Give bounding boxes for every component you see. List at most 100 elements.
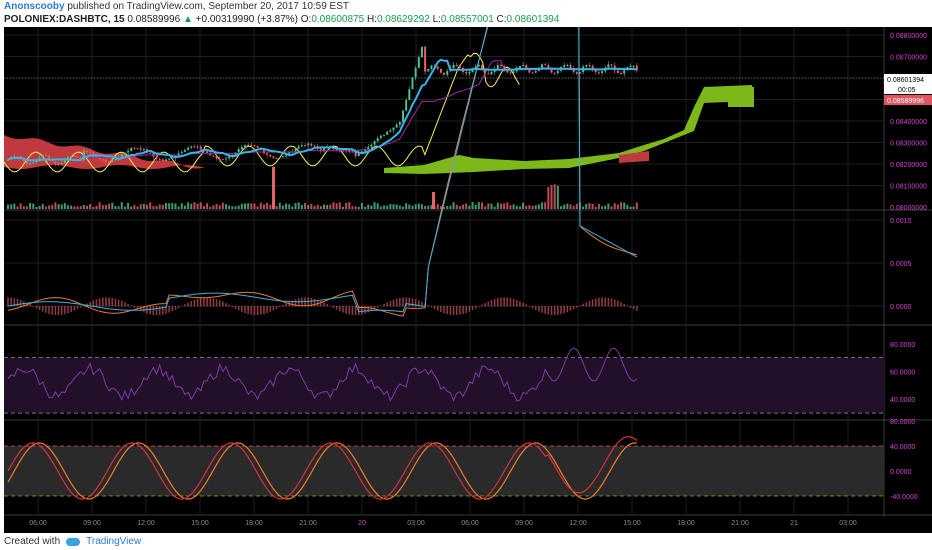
volume-bar xyxy=(629,206,632,209)
macd-histogram-bar xyxy=(493,298,496,307)
volume-bar xyxy=(635,202,638,209)
volume-bar xyxy=(335,203,338,209)
volume-bar xyxy=(174,203,177,209)
candle-body xyxy=(632,65,635,67)
volume-bar xyxy=(560,206,562,209)
volume-bar xyxy=(323,204,325,209)
candle-body xyxy=(98,157,101,160)
volume-bar xyxy=(294,203,297,209)
candle-body xyxy=(585,65,588,67)
author-link[interactable]: Anonscooby xyxy=(4,1,65,12)
candle-body xyxy=(569,64,572,70)
candle-body xyxy=(481,64,483,70)
ichimoku-cloud-red xyxy=(4,135,206,169)
macd-histogram-bar xyxy=(512,298,515,307)
candle-body xyxy=(158,158,161,160)
macd-histogram-bar xyxy=(579,305,581,307)
price-axis-label: 0.08200000 xyxy=(890,162,927,169)
candle-body xyxy=(357,152,360,156)
time-tick-label: 12:00 xyxy=(137,520,155,527)
up-arrow-icon: ▲ xyxy=(182,14,193,25)
volume-bar xyxy=(468,205,471,209)
candle-body xyxy=(73,156,76,158)
chart-area[interactable]: 06:00 09:00 12:00 15:00 18:00 21:00 20 03:00 06:… xyxy=(4,27,932,533)
kijun-sen-line xyxy=(7,60,637,161)
candle-body xyxy=(323,147,325,152)
macd-histogram-bar xyxy=(418,300,420,307)
last-price: 0.08589996 xyxy=(127,14,181,25)
candle-body xyxy=(367,146,370,150)
candle-body xyxy=(29,163,32,165)
candle-body xyxy=(354,151,357,156)
volume-bar xyxy=(550,184,553,209)
macd-histogram-bar xyxy=(199,297,202,307)
volume-bar xyxy=(477,202,480,209)
volume-bar xyxy=(585,203,588,209)
volume-bar xyxy=(531,206,534,209)
low-label: L: xyxy=(432,14,441,25)
macd-histogram-bar xyxy=(361,306,363,315)
volume-bar xyxy=(408,204,411,209)
candle-body xyxy=(531,72,534,74)
macd-histogram-bar xyxy=(465,306,467,313)
macd-histogram-bar xyxy=(367,306,370,313)
volume-bar xyxy=(300,204,303,209)
volume-bar xyxy=(304,202,307,209)
macd-histogram-bar xyxy=(383,303,385,307)
candle-body xyxy=(218,158,221,160)
volume-bar xyxy=(345,202,348,209)
volume-bar xyxy=(272,204,275,209)
candle-body xyxy=(424,46,427,72)
macd-histogram-bar xyxy=(436,306,439,311)
volume-bar xyxy=(269,204,272,209)
rsi-axis-label: 60.0000 xyxy=(890,370,915,377)
macd-histogram-bar xyxy=(503,297,505,307)
chart-svg[interactable]: 06:00 09:00 12:00 15:00 18:00 21:00 20 03:00 06:… xyxy=(4,27,932,533)
macd-histogram-bar xyxy=(307,297,309,307)
candle-body xyxy=(48,155,51,160)
tradingview-brand[interactable]: TradingView xyxy=(86,536,142,547)
volume-bar xyxy=(490,203,493,209)
candle-body xyxy=(89,151,92,153)
ichimoku-cloud-red-segment xyxy=(619,151,649,163)
smi-line xyxy=(7,436,638,500)
volume-bar xyxy=(193,202,196,209)
macd-histogram-bar xyxy=(98,298,101,307)
macd-histogram-bar xyxy=(187,302,189,307)
candle-body xyxy=(616,70,619,74)
macd-histogram-bar xyxy=(563,306,565,314)
macd-histogram-bar xyxy=(92,300,95,307)
volume-bar xyxy=(376,203,379,209)
macd-histogram-bar xyxy=(225,303,227,307)
candle-body xyxy=(161,159,164,161)
volume-bar xyxy=(547,186,550,209)
candle-body xyxy=(212,155,215,157)
candle-body xyxy=(402,110,404,122)
time-tick-label: 12:00 xyxy=(569,520,587,527)
volume-bar xyxy=(367,204,370,209)
candle-body xyxy=(288,151,291,156)
candle-spike xyxy=(272,167,275,209)
macd-histogram-bar xyxy=(433,306,436,310)
macd-histogram-bar xyxy=(73,306,76,311)
candle-body xyxy=(278,157,281,159)
candle-body xyxy=(183,149,186,152)
volume-bar xyxy=(146,204,149,209)
macd-histogram-bar xyxy=(16,298,19,307)
volume-bar xyxy=(395,204,398,209)
countdown-tag-text: 00:05 xyxy=(898,87,916,94)
volume-bar xyxy=(136,206,139,209)
macd-histogram-bar xyxy=(566,306,569,313)
macd-histogram-bar xyxy=(481,304,483,307)
volume-bar xyxy=(41,203,44,209)
volume-bar xyxy=(285,203,288,209)
candle-body xyxy=(38,157,41,160)
macd-histogram-bar xyxy=(497,298,499,307)
volume-bar xyxy=(541,202,544,209)
volume-bar xyxy=(152,206,155,209)
volume-bar xyxy=(275,206,278,209)
volume-bar xyxy=(405,203,408,209)
macd-histogram-bar xyxy=(392,299,395,307)
macd-histogram-bar xyxy=(547,306,550,315)
price-axis-bg xyxy=(884,27,932,533)
